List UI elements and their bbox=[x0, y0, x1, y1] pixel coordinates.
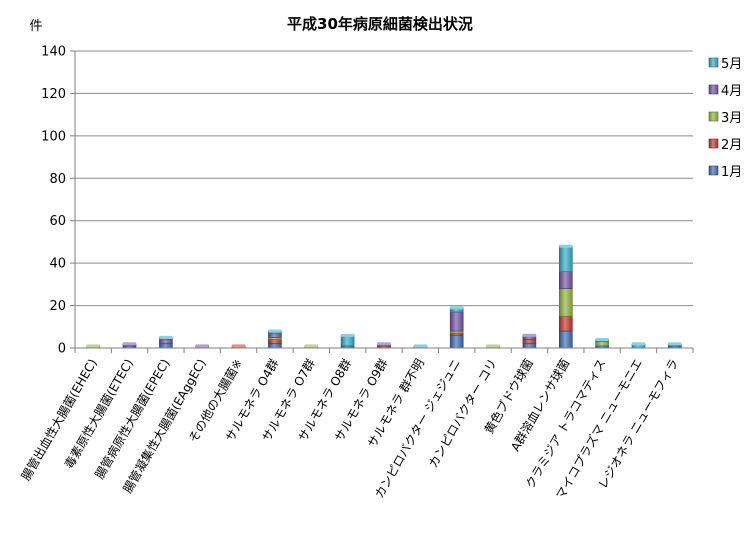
bar-segment bbox=[268, 339, 282, 344]
x-axis-labels: 腸管出血性大腸菌(EHEC)毒素原性大腸菌(ETEC)腸管病原性大腸菌(EPEC… bbox=[18, 356, 682, 502]
bar-segment bbox=[558, 245, 573, 272]
axes bbox=[70, 50, 694, 353]
bar-segment bbox=[159, 343, 173, 349]
legend-swatch bbox=[708, 165, 719, 176]
legend-swatch bbox=[708, 111, 719, 122]
bar-cap bbox=[632, 342, 645, 346]
bar-segment bbox=[558, 315, 573, 332]
bar-stacks bbox=[86, 244, 682, 349]
y-tick-label: 0 bbox=[58, 342, 66, 357]
bar-cap bbox=[268, 329, 282, 333]
x-tick-label: 毒素原性大腸菌(ETEC) bbox=[62, 357, 136, 472]
y-tick-label: 80 bbox=[49, 172, 66, 187]
legend-label: 3月 bbox=[721, 111, 742, 126]
bar-segment bbox=[449, 334, 464, 349]
bar-segment bbox=[340, 334, 355, 347]
bar-cap bbox=[195, 344, 209, 348]
legend-label: 2月 bbox=[721, 138, 742, 153]
y-axis-ticks: 0 20 40 60 80 100 120 140 bbox=[41, 45, 66, 357]
legend-swatch bbox=[708, 138, 719, 149]
bar-cap bbox=[86, 344, 100, 348]
legend-label: 4月 bbox=[721, 84, 742, 99]
legend-swatch bbox=[708, 57, 719, 68]
y-tick-label: 140 bbox=[41, 45, 66, 60]
bar-segment bbox=[449, 311, 464, 332]
gridlines bbox=[75, 50, 693, 307]
bar-cap bbox=[559, 244, 573, 248]
bar-cap bbox=[123, 342, 136, 346]
bar-segment bbox=[558, 288, 573, 317]
y-tick-label: 20 bbox=[49, 299, 66, 314]
bar-cap bbox=[668, 342, 682, 346]
bar-cap bbox=[595, 338, 609, 341]
bar-segment bbox=[268, 337, 282, 340]
bar-cap bbox=[377, 342, 391, 346]
legend-swatch bbox=[708, 84, 719, 95]
bar-segment bbox=[449, 332, 464, 336]
bar-cap bbox=[522, 333, 536, 337]
y-tick-label: 120 bbox=[41, 87, 66, 102]
bar-cap bbox=[232, 344, 246, 348]
legend-label: 5月 bbox=[721, 57, 742, 72]
x-tick-label: カンピロバクター コリ bbox=[426, 356, 500, 470]
bar-segment bbox=[159, 339, 173, 344]
bar-segment bbox=[558, 330, 573, 349]
bar-cap bbox=[413, 344, 427, 348]
legend: 5月 4月 3月 2月 1月 bbox=[708, 57, 742, 180]
bar-segment bbox=[449, 330, 464, 334]
bar-segment bbox=[268, 343, 282, 349]
chart-title: 平成30年病原細菌検出状況 bbox=[287, 15, 473, 33]
bar-segment bbox=[558, 271, 573, 289]
bar-cap bbox=[450, 306, 464, 310]
y-axis-label: 件 bbox=[29, 19, 42, 34]
bar-segment bbox=[268, 332, 282, 338]
bar-segment bbox=[522, 343, 537, 349]
y-tick-label: 40 bbox=[49, 257, 66, 272]
legend-label: 1月 bbox=[721, 165, 742, 180]
bar-cap bbox=[341, 333, 355, 337]
y-tick-label: 60 bbox=[49, 214, 66, 229]
bar-cap bbox=[159, 335, 173, 339]
bar-cap bbox=[486, 344, 500, 348]
bar-segment bbox=[595, 341, 609, 347]
bar-cap bbox=[304, 344, 318, 348]
bar-segment bbox=[522, 339, 537, 344]
y-tick-label: 100 bbox=[41, 129, 66, 144]
